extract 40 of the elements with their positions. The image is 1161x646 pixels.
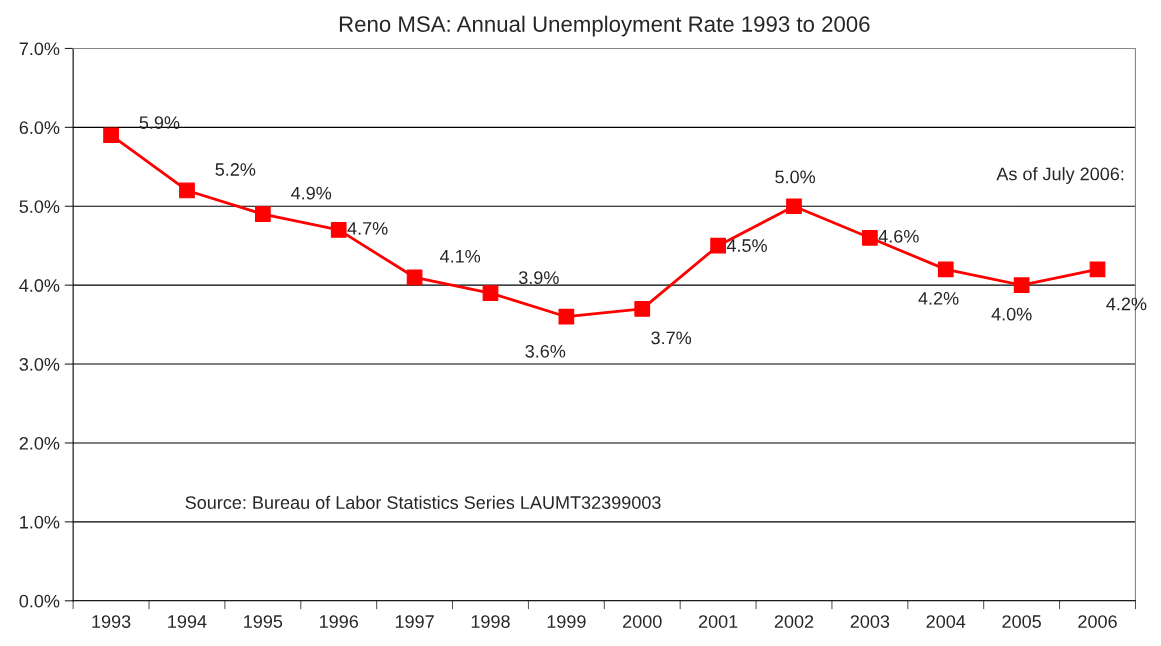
data-label: 3.9% — [518, 271, 559, 285]
y-tick-label: 3.0% — [19, 358, 60, 371]
data-label: 5.2% — [215, 163, 256, 176]
data-label: 5.9% — [139, 116, 180, 129]
data-label: 4.5% — [726, 239, 767, 252]
annotation: Source: Bureau of Labor Statistics Series LAUMT32399003 — [185, 495, 661, 509]
data-label: 3.6% — [525, 344, 566, 358]
data-label: 4.6% — [878, 229, 919, 243]
x-tick-label: 1996 — [320, 615, 359, 628]
y-tick-label: 4.0% — [19, 279, 60, 292]
y-tick-label: 1.0% — [20, 515, 60, 529]
y-tick-label: 7.0% — [19, 42, 60, 56]
annotation: As of July 2006: — [996, 167, 1124, 184]
data-label: 4.9% — [291, 186, 332, 200]
y-tick-label: 2.0% — [19, 436, 60, 450]
data-label: 4.0% — [991, 307, 1032, 321]
x-tick-label: 2002 — [774, 615, 814, 628]
x-tick-label: 2003 — [850, 615, 890, 628]
point — [103, 127, 119, 144]
data-label: 3.7% — [651, 331, 692, 345]
x-tick-label: 1999 — [547, 615, 586, 628]
x-tick-label: 1993 — [92, 615, 131, 628]
x-tick-label: 2000 — [623, 615, 662, 628]
data-label: 5.0% — [775, 170, 816, 184]
data-label: 4.1% — [440, 249, 481, 263]
x-tick-label: 2001 — [698, 615, 738, 628]
x-tick-label: 2006 — [1078, 615, 1117, 628]
data-label: 4.7% — [347, 222, 388, 235]
x-tick-label: 1995 — [244, 615, 283, 628]
y-tick-label: 6.0% — [19, 121, 60, 135]
data-label: 4.2% — [918, 292, 959, 305]
y-tick-label: 0.0% — [19, 594, 60, 608]
x-tick-label: 1997 — [395, 615, 434, 628]
x-tick-label: 1994 — [168, 615, 207, 628]
chart-title: Reno MSA: Annual Unemployment Rate 1993 to 2006 — [339, 15, 870, 37]
x-tick-label: 2004 — [926, 615, 966, 628]
x-tick-label: 1998 — [471, 615, 510, 628]
x-tick-label: 2005 — [1002, 615, 1041, 628]
y-tick-label: 5.0% — [19, 200, 60, 213]
data-label: 4.2% — [1106, 297, 1147, 311]
